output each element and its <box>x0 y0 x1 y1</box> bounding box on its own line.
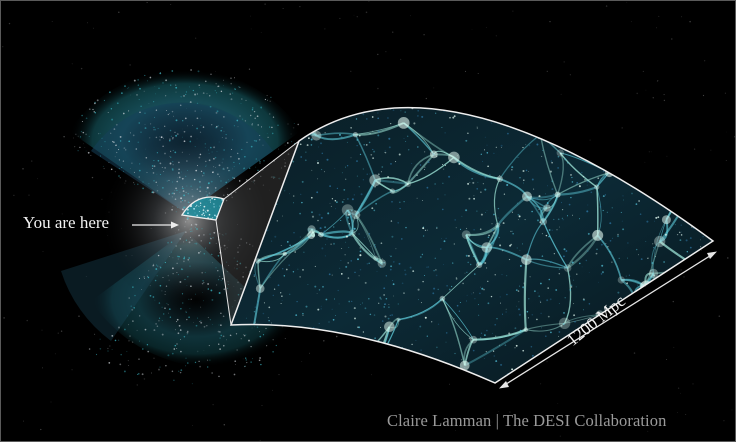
you-are-here-arrow <box>132 221 179 229</box>
image-credit: Claire Lamman | The DESI Collaboration <box>387 411 667 430</box>
cosmic-web-wedge <box>229 106 715 384</box>
you-are-here-label: You are here <box>23 213 110 232</box>
scale-bar-arrow <box>499 251 717 389</box>
local-wedge-marker <box>180 196 225 221</box>
zoom-connector <box>215 140 300 326</box>
